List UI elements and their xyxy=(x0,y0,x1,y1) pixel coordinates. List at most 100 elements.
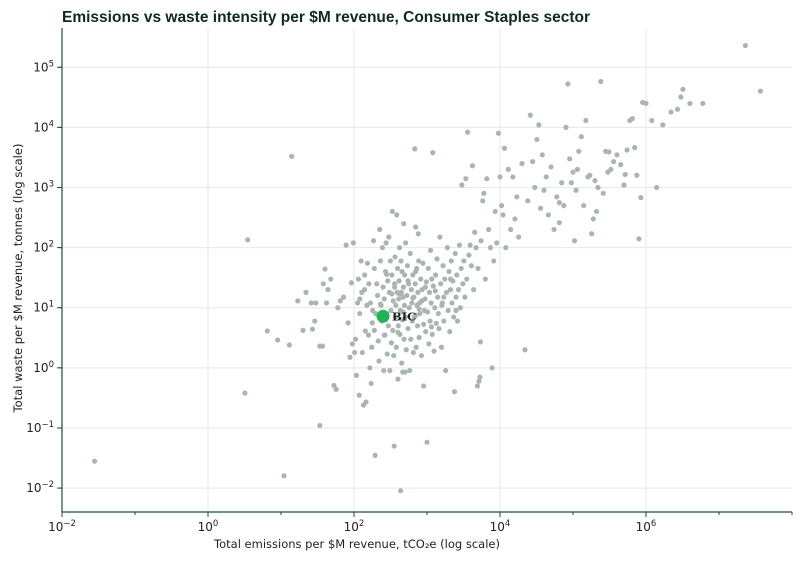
data-point xyxy=(497,174,503,180)
data-point xyxy=(388,340,394,346)
data-point xyxy=(451,314,457,320)
data-point xyxy=(412,146,418,152)
data-point xyxy=(362,287,368,293)
data-point xyxy=(426,341,432,347)
y-tick-label: 102 xyxy=(33,240,54,255)
data-point xyxy=(410,272,416,278)
data-point xyxy=(303,289,309,295)
data-point xyxy=(400,309,406,315)
data-point xyxy=(574,166,581,173)
data-point xyxy=(389,272,395,278)
data-point xyxy=(508,226,514,233)
data-point xyxy=(409,300,415,306)
data-point xyxy=(357,310,363,317)
data-point xyxy=(457,305,463,311)
data-point xyxy=(322,266,328,272)
data-point xyxy=(516,234,522,240)
data-point xyxy=(402,272,408,278)
data-point xyxy=(484,176,490,182)
data-point xyxy=(487,245,494,251)
data-point xyxy=(455,287,462,293)
data-point xyxy=(396,291,403,297)
data-point xyxy=(700,100,706,107)
data-point xyxy=(563,124,569,130)
data-point xyxy=(350,240,356,246)
data-point xyxy=(395,329,401,335)
data-point xyxy=(446,268,452,275)
data-point xyxy=(481,190,487,196)
data-point xyxy=(433,320,439,326)
data-point xyxy=(242,390,248,396)
data-point xyxy=(418,352,425,359)
data-point xyxy=(571,238,578,244)
data-point xyxy=(281,473,287,479)
data-point xyxy=(556,200,562,206)
data-point xyxy=(629,115,635,122)
data-point xyxy=(466,252,472,258)
data-point xyxy=(312,318,318,324)
data-point xyxy=(328,276,334,282)
data-point xyxy=(474,383,480,389)
data-point xyxy=(565,81,571,87)
data-point xyxy=(364,260,371,266)
data-point xyxy=(335,305,341,311)
data-point xyxy=(340,294,347,300)
data-point xyxy=(624,147,630,153)
data-point xyxy=(438,344,445,350)
data-point xyxy=(435,310,441,317)
data-point xyxy=(687,100,693,107)
data-point xyxy=(394,212,400,218)
data-point xyxy=(428,324,435,330)
data-point xyxy=(668,109,674,115)
data-point xyxy=(471,287,477,293)
data-point xyxy=(611,158,617,165)
y-axis-title: Total waste per $M revenue, tonnes (log … xyxy=(11,144,25,414)
data-point xyxy=(396,296,402,302)
data-point xyxy=(634,172,640,178)
data-point xyxy=(275,337,281,343)
data-point xyxy=(678,94,684,100)
data-point xyxy=(444,245,450,251)
data-point xyxy=(578,134,584,140)
data-point xyxy=(390,327,396,333)
data-point xyxy=(541,187,547,193)
data-point xyxy=(436,325,442,332)
data-point xyxy=(583,117,589,124)
data-point xyxy=(401,336,407,342)
data-point xyxy=(614,152,620,158)
data-point xyxy=(353,372,360,378)
data-point xyxy=(592,178,598,184)
data-point xyxy=(445,307,451,314)
data-point xyxy=(510,174,516,180)
data-point xyxy=(428,300,434,306)
data-point xyxy=(451,389,458,395)
data-point xyxy=(573,187,579,193)
data-point xyxy=(308,300,314,306)
data-point xyxy=(366,281,372,287)
data-point xyxy=(454,318,461,324)
data-point xyxy=(352,336,359,342)
data-point xyxy=(418,276,424,282)
data-point xyxy=(554,194,560,200)
data-point xyxy=(420,260,426,266)
data-point xyxy=(568,180,574,186)
data-point xyxy=(512,216,518,222)
data-point xyxy=(443,289,450,295)
data-point xyxy=(396,278,402,284)
data-point xyxy=(358,258,364,264)
data-point xyxy=(539,152,545,158)
data-point xyxy=(385,278,391,284)
data-point xyxy=(477,374,483,380)
data-point xyxy=(453,294,459,300)
data-point xyxy=(371,327,377,333)
data-point xyxy=(441,318,447,324)
data-point xyxy=(654,184,660,191)
data-point xyxy=(393,302,399,308)
data-point xyxy=(500,212,506,218)
data-point xyxy=(385,323,391,329)
data-point xyxy=(352,349,358,356)
data-point xyxy=(423,279,429,285)
data-point xyxy=(414,323,421,329)
data-point xyxy=(527,112,533,118)
